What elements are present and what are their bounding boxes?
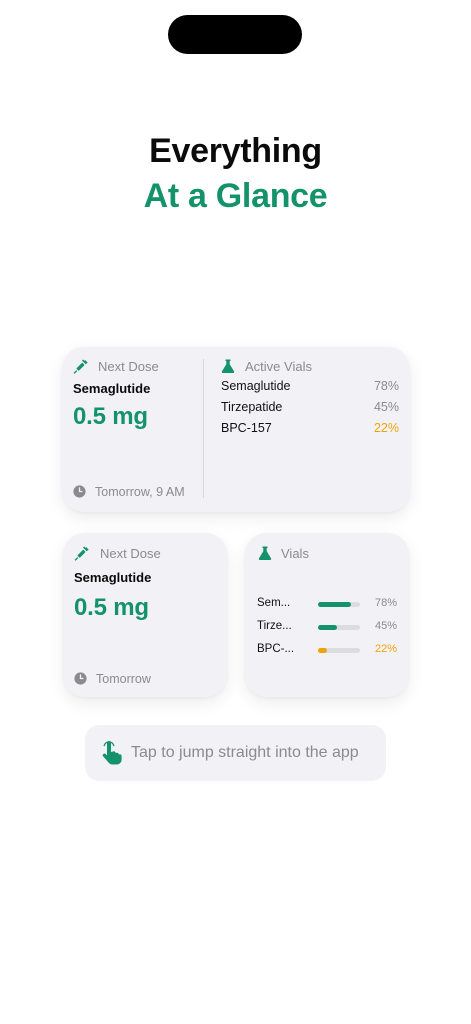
active-vials-label: Active Vials [245,359,312,374]
vial-level-fill [318,648,328,653]
syringe-icon [73,359,88,374]
tap-hand-icon [102,741,122,765]
small-dose-widget[interactable]: Next Dose Semaglutide 0.5 mg Tomorrow [63,533,227,697]
next-dose-time: Tomorrow [96,672,151,686]
large-widget[interactable]: Next Dose Semaglutide 0.5 mg Tomorrow, 9… [62,347,410,512]
vial-percent: 22% [373,421,399,435]
dynamic-island [168,15,302,54]
vial-name: Sem... [257,597,291,609]
next-dose-amount: 0.5 mg [73,403,148,430]
syringe-icon [74,546,89,561]
vial-level-bar [318,648,360,653]
clock-icon [74,672,87,685]
vial-name: Tirzepatide [221,400,283,414]
vial-percent: 45% [374,620,397,632]
vial-row: Semaglutide 78% [221,379,399,393]
vial-name: Semaglutide [221,379,291,393]
vial-name: BPC-... [257,643,295,655]
vial-percent: 22% [374,643,397,655]
next-dose-medication: Semaglutide [73,381,151,396]
headline-title: Everything [149,132,322,170]
flask-icon [221,359,235,373]
next-dose-label: Next Dose [100,546,161,561]
vial-percent: 78% [374,597,397,609]
vial-row: Tirze... 45% [257,620,397,636]
flask-icon [258,546,272,560]
vial-name: BPC-157 [221,421,272,435]
next-dose-amount: 0.5 mg [74,594,149,621]
vial-row: BPC-... 22% [257,643,397,659]
clock-icon [73,485,86,498]
vial-row: BPC-157 22% [221,421,399,435]
widget-divider [203,359,204,498]
vial-level-bar [318,625,360,630]
vial-level-fill [318,625,337,630]
next-dose-label: Next Dose [98,359,159,374]
small-vials-widget[interactable]: Vials Sem... 78% Tirze... 45% BPC-... 22… [245,533,409,697]
vial-percent: 45% [373,400,399,414]
next-dose-time: Tomorrow, 9 AM [95,485,185,499]
vial-row: Tirzepatide 45% [221,400,399,414]
vial-row: Sem... 78% [257,597,397,613]
tap-hint[interactable]: Tap to jump straight into the app [85,725,386,781]
vial-name: Tirze... [257,620,292,632]
vials-label: Vials [281,546,309,561]
vial-level-fill [318,602,351,607]
vial-percent: 78% [373,379,399,393]
tap-hint-text: Tap to jump straight into the app [131,744,359,761]
next-dose-medication: Semaglutide [74,570,152,585]
headline-subtitle: At a Glance [143,177,328,215]
vial-level-bar [318,602,360,607]
